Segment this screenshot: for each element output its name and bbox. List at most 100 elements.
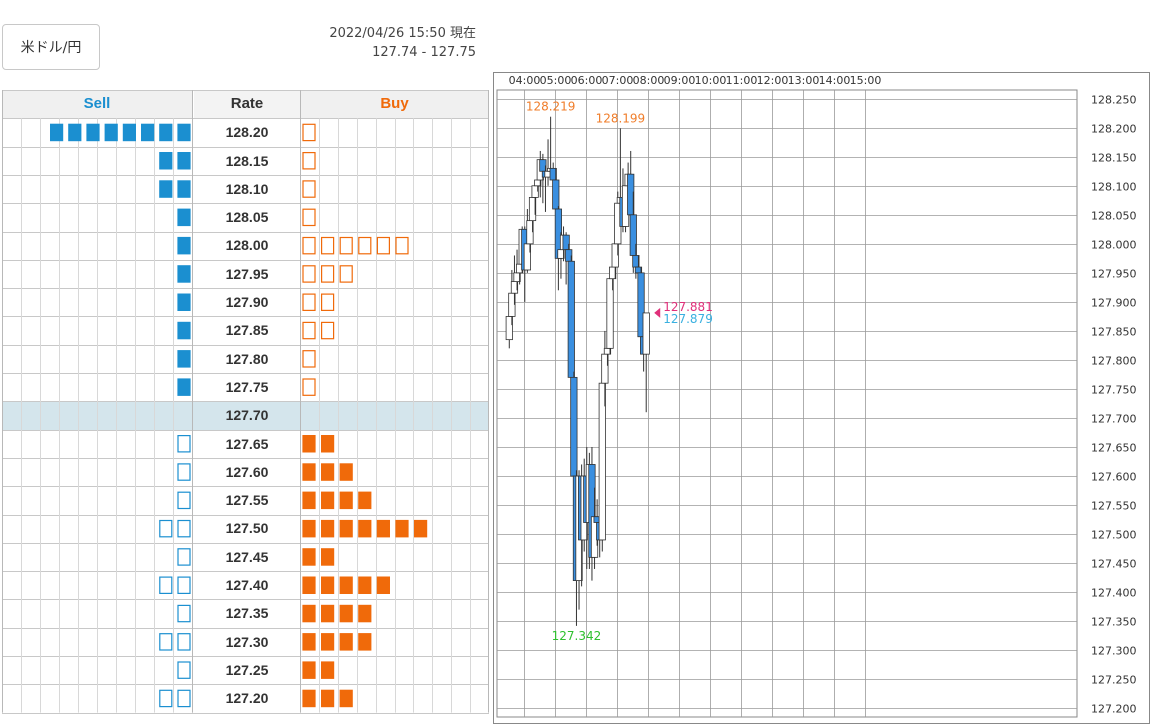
order-book-row: 127.95 <box>2 260 489 288</box>
extreme-price-label: 128.199 <box>596 111 646 125</box>
candlestick-chart: 128.250 128.200 128.150 128.100 128.050 128.0… <box>493 72 1150 724</box>
time-axis-label: 04:00 <box>509 74 541 87</box>
rate-value: 127.90 <box>225 294 269 311</box>
price-axis-label: 127.450 <box>1091 558 1137 571</box>
order-book: Sell Rate Buy 128.20 128.15 128.10 128.05 12… <box>2 90 489 713</box>
price-axis-label: 127.950 <box>1091 268 1137 281</box>
sell-header: Sell <box>2 90 192 119</box>
rate-value: 127.50 <box>225 520 269 537</box>
rate-value: 127.35 <box>225 605 269 622</box>
price-axis-label: 127.250 <box>1091 674 1137 687</box>
order-book-row: 128.05 <box>2 203 489 231</box>
bid-price-label: 127.879 <box>663 312 713 326</box>
price-axis-label: 128.050 <box>1091 210 1137 223</box>
order-book-row: 127.45 <box>2 543 489 571</box>
rate-value: 128.00 <box>225 237 269 254</box>
time-axis-label: 06:00 <box>571 74 603 87</box>
price-axis-label: 128.250 <box>1091 94 1137 107</box>
rate-value: 127.65 <box>225 435 269 452</box>
currency-pair-button[interactable]: 米ドル/円 <box>2 24 100 70</box>
order-book-row: 127.40 <box>2 571 489 599</box>
order-book-row: 127.50 <box>2 514 489 542</box>
rate-value: 128.10 <box>225 180 269 197</box>
rate-info: 2022/04/26 15:50 現在 127.74 - 127.75 <box>329 24 476 62</box>
order-book-header: Sell Rate Buy <box>2 90 489 119</box>
time-axis-label: 07:00 <box>602 74 634 87</box>
price-axis-label: 127.500 <box>1091 529 1137 542</box>
order-book-row: 128.15 <box>2 147 489 175</box>
extreme-price-label: 128.219 <box>526 100 576 114</box>
time-axis-label: 12:00 <box>757 74 789 87</box>
order-book-row: 127.75 <box>2 373 489 401</box>
price-axis-label: 127.900 <box>1091 297 1137 310</box>
price-axis-label: 127.550 <box>1091 500 1137 513</box>
time-axis-label: 14:00 <box>819 74 851 87</box>
price-axis-label: 127.600 <box>1091 471 1137 484</box>
price-axis-label: 128.200 <box>1091 123 1137 136</box>
order-book-row: 127.20 <box>2 684 489 712</box>
candle-body <box>567 260 575 378</box>
candle-body <box>552 179 560 210</box>
time-axis-label: 15:00 <box>850 74 882 87</box>
rate-value: 127.25 <box>225 661 269 678</box>
price-axis-label: 127.650 <box>1091 442 1137 455</box>
order-book-row: 127.25 <box>2 656 489 684</box>
rate-value: 127.70 <box>225 407 269 424</box>
time-axis-label: 08:00 <box>633 74 665 87</box>
candle-body <box>570 376 578 477</box>
timestamp: 2022/04/26 15:50 現在 <box>329 26 476 41</box>
price-axis-label: 128.000 <box>1091 239 1137 252</box>
rate-value: 127.75 <box>225 378 269 395</box>
time-axis-label: 09:00 <box>664 74 696 87</box>
price-axis-label: 127.300 <box>1091 645 1137 658</box>
rate-value: 127.55 <box>225 492 269 509</box>
time-axis-label: 10:00 <box>695 74 727 87</box>
price-chart: 128.250 128.200 128.150 128.100 128.050 128.0… <box>493 72 1150 724</box>
price-axis-label: 127.400 <box>1091 587 1137 600</box>
price-axis-label: 127.200 <box>1091 703 1137 716</box>
order-book-row: 127.90 <box>2 288 489 316</box>
rate-value: 128.15 <box>225 152 269 169</box>
price-axis-label: 127.800 <box>1091 355 1137 368</box>
order-book-row: 127.70 <box>2 401 489 430</box>
order-book-row: 127.55 <box>2 486 489 514</box>
order-book-row: 127.35 <box>2 599 489 627</box>
rate-value: 127.85 <box>225 322 269 339</box>
price-axis-label: 127.700 <box>1091 413 1137 426</box>
order-book-row: 128.10 <box>2 175 489 203</box>
rate-value: 127.45 <box>225 548 269 565</box>
rate-value: 127.80 <box>225 350 269 367</box>
order-book-row: 128.20 <box>2 118 489 146</box>
plot-area <box>496 89 1078 718</box>
buy-header: Buy <box>300 90 489 119</box>
rate-value: 127.40 <box>225 577 269 594</box>
candle-body <box>642 312 650 355</box>
price-axis-label: 128.150 <box>1091 152 1137 165</box>
order-book-row: 127.30 <box>2 628 489 656</box>
rate-value: 127.95 <box>225 265 269 282</box>
rate-value: 127.30 <box>225 633 269 650</box>
bid-ask-quote: 127.74 - 127.75 <box>372 45 476 60</box>
order-book-row: 127.65 <box>2 430 489 458</box>
rate-value: 127.60 <box>225 463 269 480</box>
rate-value: 128.20 <box>225 124 269 141</box>
order-book-row: 127.80 <box>2 345 489 373</box>
price-axis-label: 127.750 <box>1091 384 1137 397</box>
rate-value: 128.05 <box>225 209 269 226</box>
price-axis-label: 127.850 <box>1091 326 1137 339</box>
order-book-row: 128.00 <box>2 231 489 259</box>
candle-body <box>598 382 606 541</box>
price-axis-label: 127.350 <box>1091 616 1137 629</box>
ask-price-label: 127.881 <box>663 300 713 314</box>
current-price-marker <box>654 307 661 318</box>
extreme-price-label: 127.342 <box>552 629 602 643</box>
time-axis-label: 11:00 <box>726 74 758 87</box>
time-axis-label: 13:00 <box>788 74 820 87</box>
current-rate-highlight <box>2 401 489 430</box>
order-book-row: 127.60 <box>2 458 489 486</box>
price-axis-label: 128.100 <box>1091 181 1137 194</box>
rate-value: 127.20 <box>225 690 269 707</box>
rate-header: Rate <box>194 90 300 119</box>
time-axis-label: 05:00 <box>540 74 572 87</box>
order-book-row: 127.85 <box>2 316 489 344</box>
